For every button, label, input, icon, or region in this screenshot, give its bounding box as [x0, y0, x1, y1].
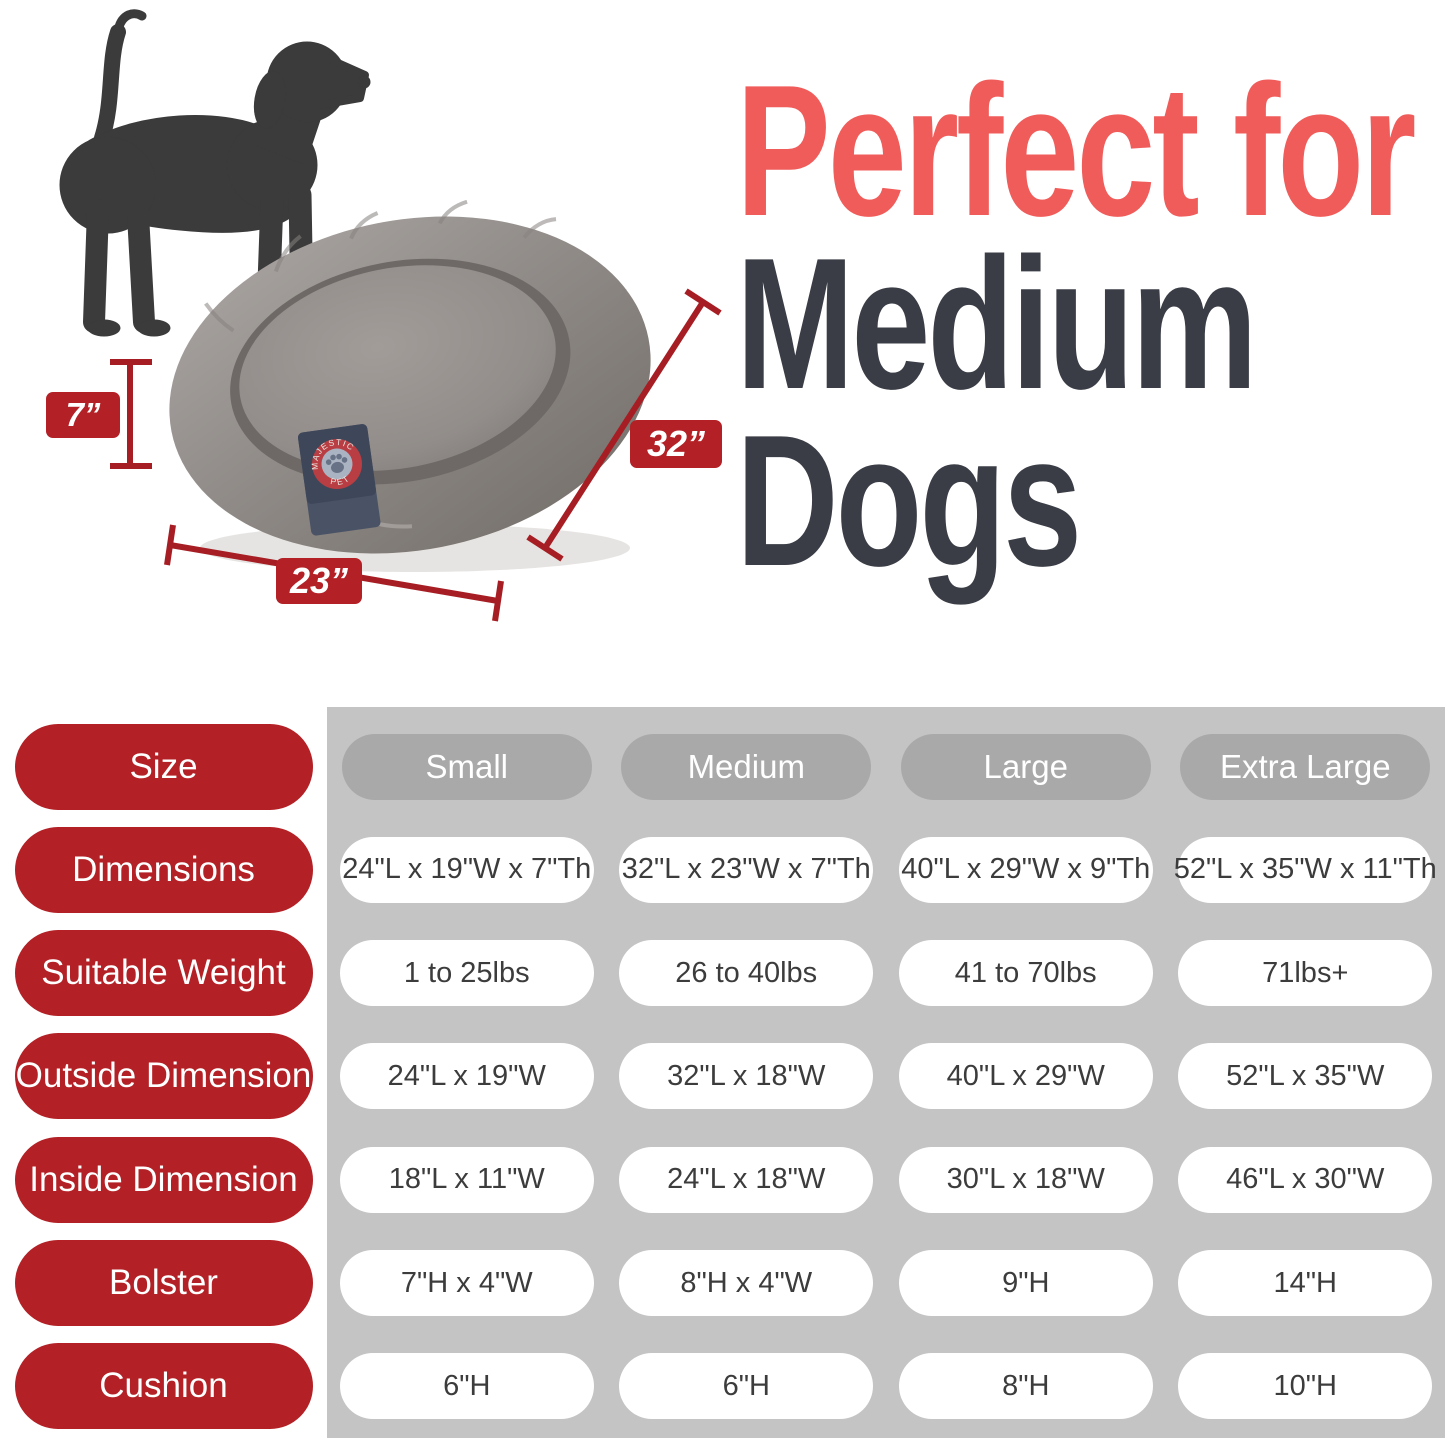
row-label-size: Size — [14, 723, 313, 810]
hero-section: MAJESTIC PET — [0, 0, 1445, 695]
column-header-extra-large: Extra Large — [1180, 733, 1431, 800]
row-label-cushion: Cushion — [14, 1343, 313, 1430]
value-cushion-small: 6"H — [339, 1353, 594, 1420]
headline: Perfect for Medium Dogs — [736, 0, 1445, 695]
value-outside-small: 24"L x 19"W — [339, 1043, 594, 1110]
value-inside-extra-large: 46"L x 30"W — [1178, 1146, 1433, 1213]
headline-line2: Medium — [736, 219, 1258, 428]
value-weight-medium: 26 to 40lbs — [619, 940, 874, 1007]
bed-cushion — [239, 265, 556, 471]
value-cushion-large: 8"H — [898, 1353, 1153, 1420]
row-label-bolster: Bolster — [14, 1240, 313, 1327]
value-dimensions-small: 24"L x 19"W x 7"Th — [339, 836, 594, 903]
value-outside-extra-large: 52"L x 35"W — [1178, 1043, 1433, 1110]
size-chart-grid: Size Small Medium Large Extra Large Dime… — [0, 715, 1445, 1438]
value-dimensions-large: 40"L x 29"W x 9"Th — [898, 836, 1153, 903]
width-dimension-label: 23” — [276, 558, 362, 604]
size-chart-section: Size Small Medium Large Extra Large Dime… — [0, 695, 1445, 1438]
row-label-suitable-weight: Suitable Weight — [14, 930, 313, 1017]
column-header-small: Small — [341, 733, 592, 800]
value-cushion-medium: 6"H — [619, 1353, 874, 1420]
value-bolster-medium: 8"H x 4"W — [619, 1250, 874, 1317]
row-label-dimensions: Dimensions — [14, 826, 313, 913]
dog-bed-image: MAJESTIC PET — [169, 200, 651, 572]
column-header-large: Large — [900, 733, 1151, 800]
value-dimensions-medium: 32"L x 23"W x 7"Th — [619, 836, 874, 903]
value-inside-medium: 24"L x 18"W — [619, 1146, 874, 1213]
value-cushion-extra-large: 10"H — [1178, 1353, 1433, 1420]
row-label-outside-dimension: Outside Dimension — [14, 1033, 313, 1120]
value-weight-small: 1 to 25lbs — [339, 940, 594, 1007]
value-bolster-extra-large: 14"H — [1178, 1250, 1433, 1317]
value-weight-extra-large: 71lbs+ — [1178, 940, 1433, 1007]
value-weight-large: 41 to 70lbs — [898, 940, 1153, 1007]
column-header-medium: Medium — [621, 733, 872, 800]
row-label-inside-dimension: Inside Dimension — [14, 1136, 313, 1223]
length-dimension-label: 32” — [630, 420, 722, 468]
brand-patch: MAJESTIC PET — [297, 424, 381, 536]
paw-icon — [325, 453, 348, 473]
value-bolster-small: 7"H x 4"W — [339, 1250, 594, 1317]
height-dimension-label: 7” — [46, 392, 120, 438]
value-inside-large: 30"L x 18"W — [898, 1146, 1153, 1213]
value-outside-medium: 32"L x 18"W — [619, 1043, 874, 1110]
value-inside-small: 18"L x 11"W — [339, 1146, 594, 1213]
value-bolster-large: 9"H — [898, 1250, 1153, 1317]
headline-accent: Perfect for — [736, 46, 1416, 255]
headline-line3: Dogs — [736, 396, 1082, 605]
value-dimensions-extra-large: 52"L x 35"W x 11"Th — [1174, 836, 1437, 903]
dog-silhouette-icon — [59, 9, 371, 337]
value-outside-large: 40"L x 29"W — [898, 1043, 1153, 1110]
